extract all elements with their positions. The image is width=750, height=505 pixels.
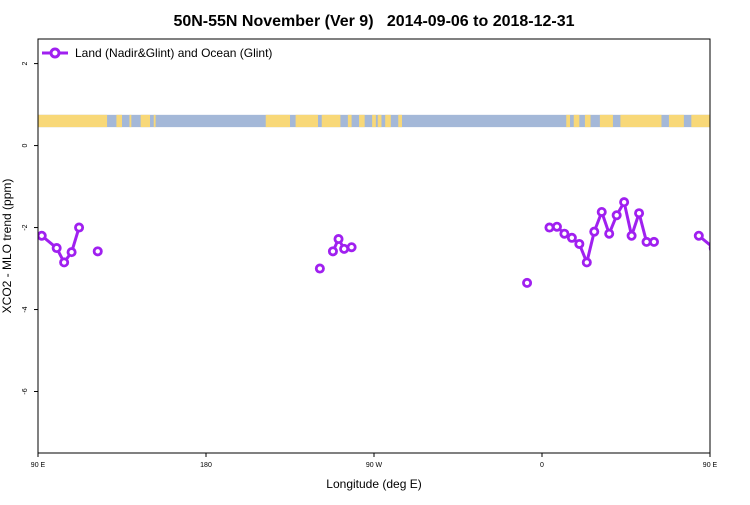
land-segment [359, 114, 365, 128]
land-ocean-band [38, 114, 710, 128]
land-segment [668, 114, 684, 128]
data-point [596, 206, 607, 217]
land-segment [599, 114, 613, 128]
data-point [339, 243, 350, 254]
y-tick-label: 0 [22, 144, 29, 148]
land-segment [265, 114, 290, 128]
chart-title: 50N-55N November (Ver 9) 2014-09-06 to 2… [173, 13, 574, 30]
land-segment [347, 114, 352, 128]
land-segment [372, 114, 376, 128]
data-point [574, 238, 585, 249]
data-point [66, 247, 77, 258]
data-point [38, 230, 47, 241]
data-point [589, 226, 600, 237]
y-tick-label: -2 [22, 224, 29, 230]
data-point [649, 236, 660, 247]
data-point [619, 197, 630, 208]
land-segment [153, 114, 156, 128]
series-line [697, 234, 710, 247]
x-tick-label: 90 W [366, 462, 383, 469]
data-point [544, 222, 555, 233]
legend-marker [49, 47, 61, 59]
land-segment [377, 114, 382, 128]
land-segment [573, 114, 580, 128]
x-tick-label: 180 [200, 462, 212, 469]
x-tick-label: 0 [540, 462, 544, 469]
plot-frame [37, 38, 711, 454]
series-layer [38, 197, 740, 288]
data-point [566, 232, 577, 243]
data-point [551, 221, 562, 232]
land-segment [620, 114, 662, 128]
land-segment [38, 114, 108, 128]
data-point [693, 230, 704, 241]
data-point [74, 222, 85, 233]
land-segment [385, 114, 391, 128]
x-tick-label: 90 E [703, 462, 718, 469]
data-point [626, 230, 637, 241]
land-segment [140, 114, 150, 128]
data-point [333, 234, 344, 245]
land-segment [321, 114, 341, 128]
data-point [346, 242, 357, 253]
land-segment [129, 114, 132, 128]
data-point [611, 210, 622, 221]
data-point [604, 228, 615, 239]
x-axis: 90 E 180 90 W 0 90 E [31, 453, 718, 469]
data-point [708, 244, 710, 252]
data-point [92, 246, 103, 257]
data-point [725, 249, 732, 256]
data-point [314, 263, 325, 274]
data-point [559, 228, 570, 239]
y-axis: 2 0 -2 -4 -6 [22, 62, 38, 395]
data-point [59, 257, 70, 268]
land-segment [691, 114, 710, 128]
x-axis-label: Longitude (deg E) [326, 477, 421, 491]
y-tick-label: -4 [22, 306, 29, 312]
land-segment [295, 114, 318, 128]
data-point [581, 257, 592, 268]
y-tick-label: -6 [22, 388, 29, 394]
land-segment [116, 114, 122, 128]
land-segment [398, 114, 402, 128]
data-point [522, 277, 533, 288]
legend-label: Land (Nadir&Glint) and Ocean (Glint) [75, 46, 272, 60]
data-point [51, 243, 62, 254]
data-point [718, 259, 725, 266]
y-tick-label: 2 [22, 62, 29, 66]
land-segment [566, 114, 570, 128]
legend: Land (Nadir&Glint) and Ocean (Glint) [42, 46, 272, 60]
data-point [733, 224, 740, 231]
land-segment [584, 114, 591, 128]
data-point [634, 208, 645, 219]
y-axis-label: XCO2 - MLO trend (ppm) [0, 179, 14, 314]
data-point [327, 246, 338, 257]
x-tick-label: 90 E [31, 462, 46, 469]
